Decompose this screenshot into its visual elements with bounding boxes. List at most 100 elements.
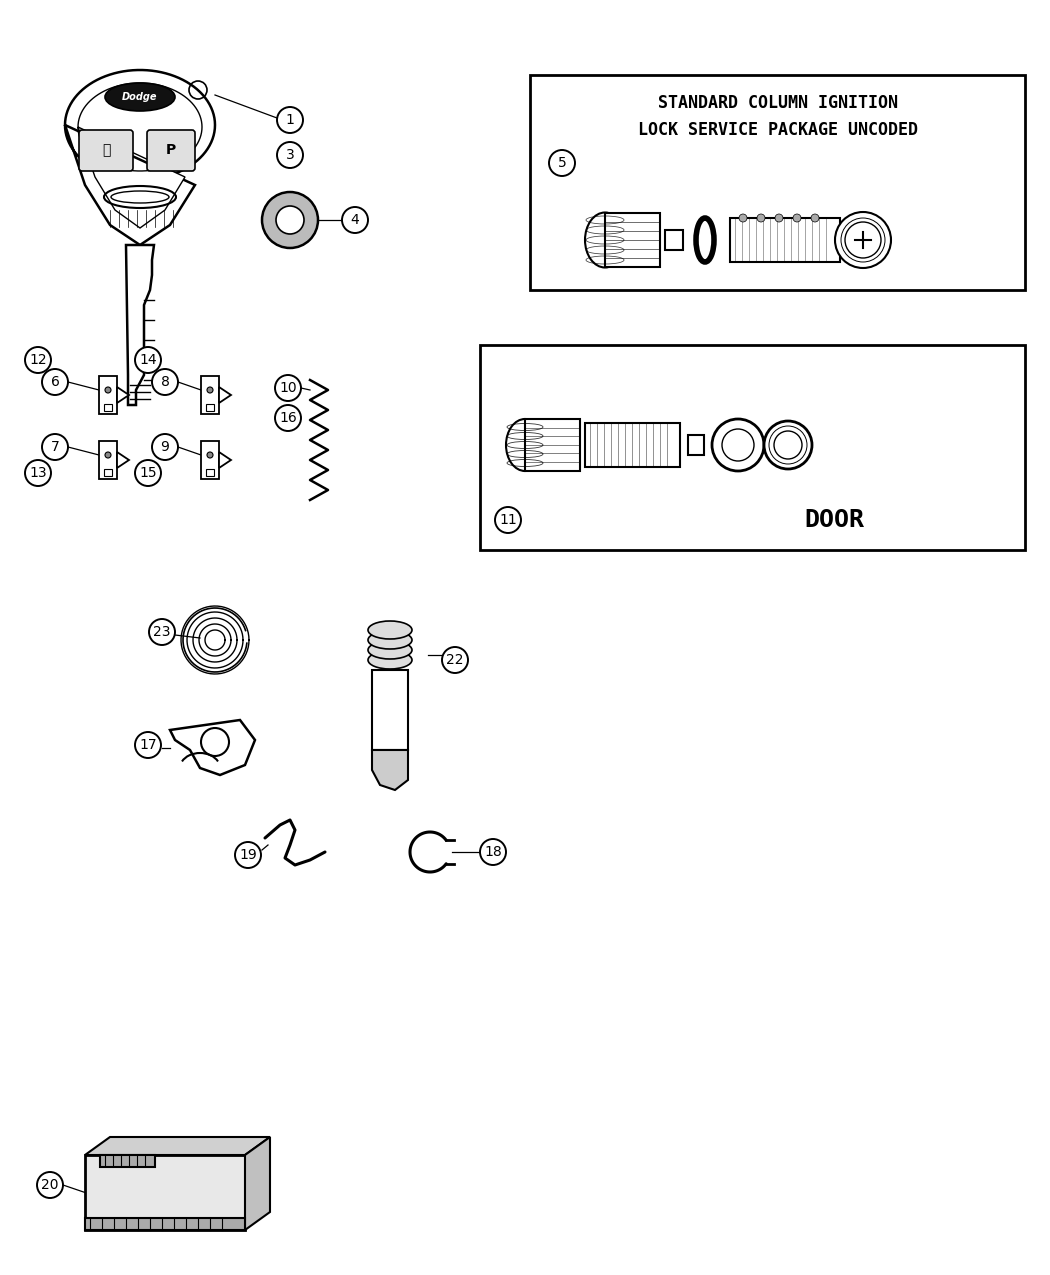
Circle shape	[207, 453, 213, 458]
Ellipse shape	[368, 652, 412, 669]
Circle shape	[764, 421, 812, 469]
Bar	[525, 419, 580, 470]
Bar	[730, 218, 840, 261]
Polygon shape	[117, 453, 129, 468]
Bar	[99, 441, 117, 479]
Circle shape	[235, 842, 261, 868]
Polygon shape	[170, 720, 255, 775]
Circle shape	[149, 618, 175, 645]
FancyBboxPatch shape	[79, 130, 133, 171]
Polygon shape	[219, 453, 231, 468]
Bar	[372, 669, 408, 750]
Bar	[85, 1155, 245, 1230]
Ellipse shape	[368, 631, 412, 649]
Ellipse shape	[506, 419, 544, 470]
Text: 15: 15	[140, 465, 156, 479]
Bar	[100, 1155, 155, 1167]
Text: ⚿: ⚿	[102, 143, 110, 157]
Text: 5: 5	[558, 156, 566, 170]
Text: 6: 6	[50, 375, 60, 389]
Text: 22: 22	[446, 653, 464, 667]
Ellipse shape	[793, 214, 801, 222]
Ellipse shape	[105, 83, 175, 111]
Circle shape	[277, 142, 303, 168]
Circle shape	[277, 107, 303, 133]
Circle shape	[442, 646, 468, 673]
Ellipse shape	[585, 213, 625, 268]
Circle shape	[835, 212, 891, 268]
Polygon shape	[78, 83, 202, 228]
Polygon shape	[245, 1137, 270, 1230]
Bar	[206, 469, 214, 476]
Circle shape	[37, 1172, 63, 1198]
Circle shape	[152, 434, 179, 460]
Circle shape	[42, 368, 68, 395]
Ellipse shape	[739, 214, 747, 222]
Bar	[605, 213, 660, 266]
Circle shape	[276, 207, 304, 235]
Circle shape	[480, 839, 506, 864]
Text: 7: 7	[50, 440, 60, 454]
Bar	[530, 75, 1025, 289]
Bar	[585, 423, 680, 467]
Text: DOOR: DOOR	[804, 507, 864, 532]
Text: 19: 19	[239, 848, 257, 862]
Circle shape	[549, 150, 575, 176]
Text: 18: 18	[484, 845, 502, 859]
Circle shape	[201, 728, 229, 756]
Text: STANDARD COLUMN IGNITION: STANDARD COLUMN IGNITION	[657, 94, 898, 112]
Text: Dodge: Dodge	[122, 92, 158, 102]
Circle shape	[207, 388, 213, 393]
Text: 11: 11	[499, 513, 517, 527]
Circle shape	[152, 368, 179, 395]
Circle shape	[105, 453, 111, 458]
Bar	[201, 376, 219, 414]
Text: 8: 8	[161, 375, 169, 389]
Polygon shape	[372, 750, 408, 790]
Bar	[206, 404, 214, 411]
Circle shape	[712, 419, 764, 470]
Text: 10: 10	[279, 381, 297, 395]
Text: 3: 3	[286, 148, 294, 162]
Text: P: P	[166, 143, 176, 157]
Text: 13: 13	[29, 465, 47, 479]
Bar	[85, 1218, 245, 1230]
Polygon shape	[117, 388, 129, 403]
Bar	[665, 230, 682, 250]
Circle shape	[262, 193, 318, 249]
Ellipse shape	[811, 214, 819, 222]
Circle shape	[135, 732, 161, 759]
Text: 4: 4	[351, 213, 359, 227]
Text: 20: 20	[41, 1178, 59, 1192]
FancyBboxPatch shape	[147, 130, 195, 171]
Text: 16: 16	[279, 411, 297, 425]
Text: 9: 9	[161, 440, 169, 454]
Text: LOCK SERVICE PACKAGE UNCODED: LOCK SERVICE PACKAGE UNCODED	[637, 121, 918, 139]
Bar	[99, 376, 117, 414]
Ellipse shape	[775, 214, 783, 222]
Circle shape	[275, 405, 301, 431]
Text: 14: 14	[140, 353, 156, 367]
Circle shape	[105, 388, 111, 393]
Circle shape	[42, 434, 68, 460]
Polygon shape	[219, 388, 231, 403]
Bar	[104, 469, 112, 476]
Bar	[104, 404, 112, 411]
Text: 23: 23	[153, 625, 171, 639]
Ellipse shape	[368, 621, 412, 639]
Circle shape	[25, 347, 51, 374]
Circle shape	[135, 460, 161, 486]
Bar	[480, 346, 1025, 550]
Circle shape	[495, 507, 521, 533]
Circle shape	[275, 375, 301, 402]
Circle shape	[135, 347, 161, 374]
Circle shape	[25, 460, 51, 486]
Polygon shape	[65, 70, 215, 245]
Bar	[201, 441, 219, 479]
Text: 12: 12	[29, 353, 47, 367]
Ellipse shape	[757, 214, 765, 222]
Text: 1: 1	[286, 113, 294, 128]
Bar	[688, 435, 704, 455]
Text: 17: 17	[140, 738, 156, 752]
Polygon shape	[126, 245, 154, 405]
